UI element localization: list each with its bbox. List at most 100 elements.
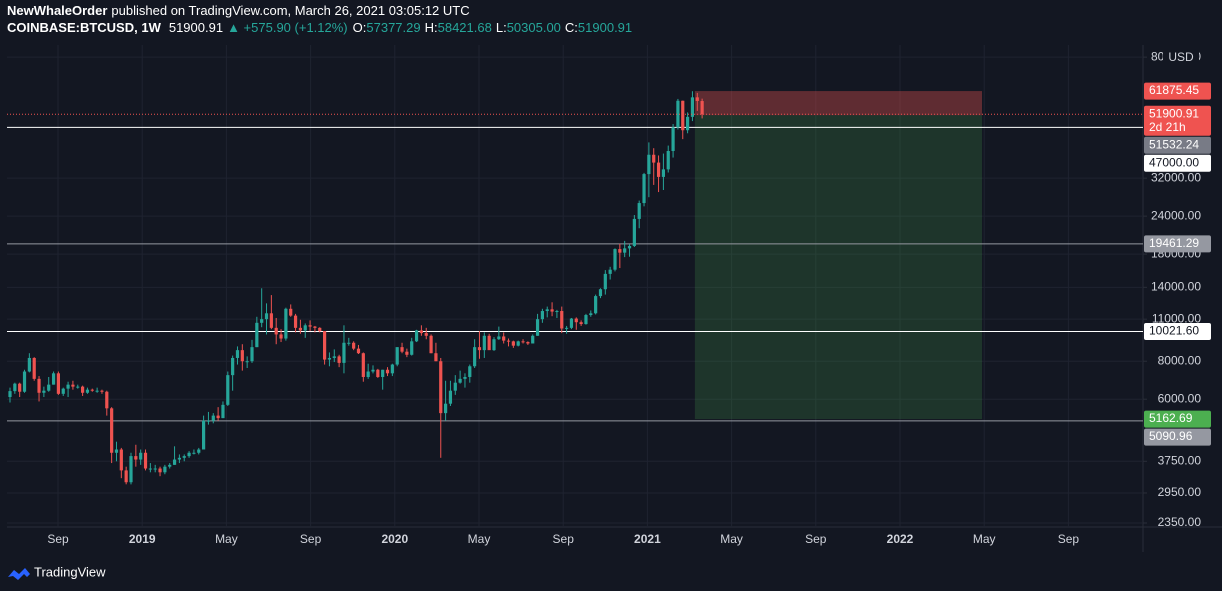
candle-body: [308, 325, 312, 327]
candle-body: [477, 347, 482, 351]
candle-body: [221, 404, 225, 419]
publish-line: NewWhaleOrder published on TradingView.co…: [7, 3, 470, 18]
candle-body: [516, 341, 520, 346]
candle-body: [231, 357, 235, 376]
candle-body: [90, 389, 94, 391]
candle-body: [521, 341, 525, 343]
candle-body: [245, 361, 249, 363]
price-label: 5162.69: [1149, 411, 1193, 425]
candle-body: [690, 97, 695, 117]
candle-body: [463, 376, 467, 379]
candle-body: [686, 116, 690, 131]
ohlc-value: 51900.91: [578, 20, 632, 35]
candle-body: [574, 318, 578, 323]
candle-body: [240, 350, 244, 362]
x-tick-label: Sep: [1058, 532, 1080, 546]
candle-body: [158, 468, 162, 473]
x-tick-label: May: [215, 532, 238, 546]
x-tick-label: Sep: [805, 532, 827, 546]
candle-body: [598, 289, 603, 297]
candle-body: [385, 369, 390, 374]
candle-body: [453, 382, 457, 391]
candle-body: [414, 330, 419, 342]
candle-body: [124, 470, 128, 483]
x-tick-label: 2021: [634, 532, 661, 546]
candle-body: [298, 327, 302, 331]
price-label-box: [1144, 428, 1211, 446]
candle-body: [327, 357, 332, 360]
candle-body: [497, 336, 501, 340]
candle-body: [390, 364, 394, 374]
candle-body: [400, 347, 404, 352]
candle-body: [235, 350, 240, 358]
candle-body: [143, 452, 148, 469]
x-tick-label: 2020: [381, 532, 408, 546]
candle-body: [627, 245, 632, 249]
candle-body: [666, 151, 670, 170]
candle-body: [565, 327, 569, 329]
candle-body: [506, 340, 511, 342]
candle-body: [264, 313, 269, 320]
price-label-box: [1144, 154, 1211, 172]
candle-body: [511, 341, 515, 346]
candle-body: [671, 127, 675, 152]
candle-body: [550, 309, 554, 312]
y-tick-label: 11000.00: [1152, 311, 1201, 325]
candle-body: [22, 371, 27, 392]
candle-body: [293, 315, 298, 328]
x-tick-label: 2019: [129, 532, 156, 546]
candle-body: [163, 466, 167, 473]
candle-body: [366, 371, 370, 377]
y-tick-label: 32000.00: [1151, 170, 1201, 184]
candle-body: [274, 327, 278, 335]
y-tick-label: 8000.00: [1158, 353, 1202, 367]
candle-body: [632, 218, 636, 246]
change: ▲ +575.90 (+1.12%): [227, 20, 348, 35]
candle-body: [289, 308, 293, 316]
candle-body: [250, 347, 254, 362]
ohlc-value: 57377.29: [366, 20, 420, 35]
currency-box: [1163, 49, 1199, 67]
candle-body: [168, 464, 172, 467]
candle-body: [661, 169, 665, 177]
candle-body: [502, 336, 506, 341]
candle-body: [695, 97, 699, 101]
candle-body: [376, 369, 380, 377]
candle-body: [545, 309, 549, 312]
published: published on TradingView.com, March 26, …: [111, 3, 469, 18]
price-label-box: [1144, 82, 1211, 100]
candle-body: [434, 353, 438, 362]
candle-body: [284, 308, 288, 339]
x-tick-label: Sep: [553, 532, 575, 546]
candle-body: [211, 415, 215, 421]
price-label-box: [1144, 136, 1211, 154]
candle-body: [458, 378, 462, 383]
candle-body: [100, 390, 104, 392]
candle-body: [381, 369, 385, 377]
candle-body: [303, 325, 307, 331]
target-zone: [694, 115, 982, 420]
candle-body: [618, 249, 622, 253]
candle-body: [129, 456, 133, 483]
x-tick-label: May: [720, 532, 743, 546]
candle-body: [192, 452, 196, 454]
candle-body: [71, 384, 75, 387]
candle-body: [32, 357, 36, 379]
candle-body: [487, 335, 491, 351]
candle-body: [61, 388, 65, 394]
candle-body: [603, 273, 607, 290]
candle-body: [66, 384, 70, 389]
candle-body: [182, 456, 186, 458]
candle-body: [187, 452, 191, 457]
candle-body: [656, 162, 661, 177]
candle-body: [395, 347, 399, 365]
ohlc-value: 50305.00: [507, 20, 561, 35]
symbol-line: COINBASE:BTCUSD, 1W 51900.91 ▲ +575.90 (+1…: [7, 20, 632, 35]
candle-body: [85, 389, 90, 393]
candle-body: [526, 342, 530, 344]
price-label: 19461.29: [1149, 236, 1199, 250]
candle-body: [51, 373, 56, 385]
ohlc-label: H:: [425, 20, 438, 35]
candle-body: [197, 449, 201, 453]
candle-body: [419, 330, 423, 334]
